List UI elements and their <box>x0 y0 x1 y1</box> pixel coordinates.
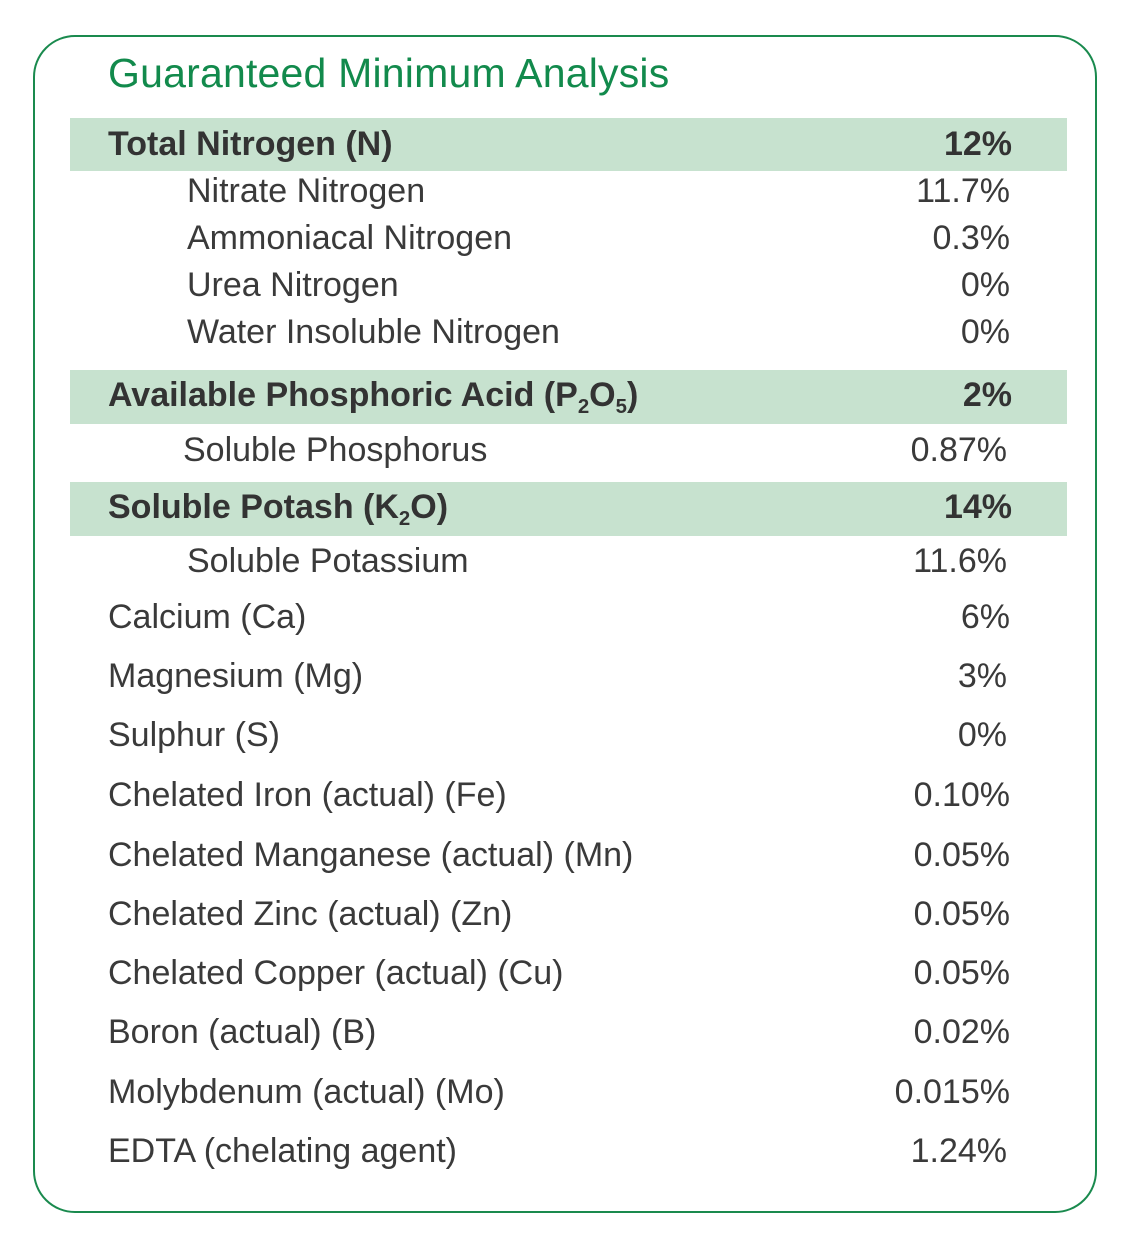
row-chelated-manganese: Chelated Manganese (actual) (Mn) 0.05% <box>70 836 1067 882</box>
row-label: Boron (actual) (B) <box>108 1013 377 1051</box>
subscript: 2 <box>577 396 590 418</box>
row-label: Magnesium (Mg) <box>108 657 364 695</box>
row-value: 0.02% <box>913 1013 1010 1051</box>
row-value: 0.10% <box>913 776 1010 814</box>
subscript: 2 <box>398 508 411 530</box>
row-value: 12% <box>943 125 1012 163</box>
row-molybdenum: Molybdenum (actual) (Mo) 0.015% <box>70 1073 1067 1119</box>
row-ammoniacal-nitrogen: Ammoniacal Nitrogen 0.3% <box>70 219 1067 263</box>
row-magnesium: Magnesium (Mg) 3% <box>70 657 1067 703</box>
row-value: 0.015% <box>894 1073 1010 1111</box>
row-label: Chelated Zinc (actual) (Zn) <box>108 895 513 933</box>
row-label: Urea Nitrogen <box>187 266 399 304</box>
analysis-card <box>33 35 1097 1213</box>
row-value: 0.05% <box>913 954 1010 992</box>
row-soluble-potassium: Soluble Potassium 11.6% <box>70 542 1067 588</box>
row-label-text: O <box>589 376 616 414</box>
row-chelated-copper: Chelated Copper (actual) (Cu) 0.05% <box>70 954 1067 1000</box>
row-value: 11.7% <box>916 172 1010 210</box>
row-label: Chelated Manganese (actual) (Mn) <box>108 836 634 874</box>
row-value: 6% <box>960 598 1010 636</box>
row-label: Water Insoluble Nitrogen <box>187 313 560 351</box>
row-label: Available Phosphoric Acid (P2O5) <box>108 376 639 418</box>
row-label: Chelated Copper (actual) (Cu) <box>108 954 564 992</box>
row-soluble-potash: Soluble Potash (K2O) 14% <box>70 482 1067 536</box>
row-boron: Boron (actual) (B) 0.02% <box>70 1013 1067 1059</box>
row-value: 11.6% <box>913 542 1007 580</box>
row-value: 0% <box>957 716 1007 754</box>
row-total-nitrogen: Total Nitrogen (N) 12% <box>70 118 1067 171</box>
row-label: Total Nitrogen (N) <box>108 125 393 163</box>
subscript: 5 <box>615 396 627 418</box>
row-label: Soluble Potash (K2O) <box>108 488 449 530</box>
row-label: EDTA (chelating agent) <box>108 1132 457 1170</box>
row-value: 14% <box>943 488 1012 526</box>
row-water-insoluble-nitrogen: Water Insoluble Nitrogen 0% <box>70 313 1067 357</box>
row-sulphur: Sulphur (S) 0% <box>70 716 1067 762</box>
row-value: 0% <box>960 266 1010 304</box>
row-available-phosphoric-acid: Available Phosphoric Acid (P2O5) 2% <box>70 370 1067 424</box>
row-calcium: Calcium (Ca) 6% <box>70 598 1067 644</box>
row-label: Ammoniacal Nitrogen <box>187 219 513 257</box>
row-value: 0.05% <box>913 895 1010 933</box>
row-value: 3% <box>957 657 1007 695</box>
row-label-text: Soluble Potash (K <box>108 488 399 526</box>
row-nitrate-nitrogen: Nitrate Nitrogen 11.7% <box>70 172 1067 216</box>
row-label: Sulphur (S) <box>108 716 280 754</box>
row-label: Soluble Potassium <box>187 542 469 580</box>
row-label-text: O) <box>410 488 449 526</box>
row-soluble-phosphorus: Soluble Phosphorus 0.87% <box>70 431 1067 477</box>
row-edta: EDTA (chelating agent) 1.24% <box>70 1132 1067 1178</box>
row-label: Soluble Phosphorus <box>183 431 488 469</box>
card-title: Guaranteed Minimum Analysis <box>108 50 670 96</box>
row-label: Calcium (Ca) <box>108 598 307 636</box>
row-value: 1.24% <box>910 1132 1007 1170</box>
row-label-text: ) <box>626 376 639 414</box>
row-chelated-iron: Chelated Iron (actual) (Fe) 0.10% <box>70 776 1067 822</box>
row-value: 0.3% <box>932 219 1011 257</box>
row-chelated-zinc: Chelated Zinc (actual) (Zn) 0.05% <box>70 895 1067 941</box>
row-urea-nitrogen: Urea Nitrogen 0% <box>70 266 1067 310</box>
row-value: 0.05% <box>913 836 1010 874</box>
row-label: Nitrate Nitrogen <box>187 172 426 210</box>
row-label: Molybdenum (actual) (Mo) <box>108 1073 505 1111</box>
row-value: 0.87% <box>910 431 1007 469</box>
row-label: Chelated Iron (actual) (Fe) <box>108 776 507 814</box>
row-value: 0% <box>960 313 1010 351</box>
row-label-text: Available Phosphoric Acid (P <box>108 376 578 414</box>
row-value: 2% <box>962 376 1012 414</box>
